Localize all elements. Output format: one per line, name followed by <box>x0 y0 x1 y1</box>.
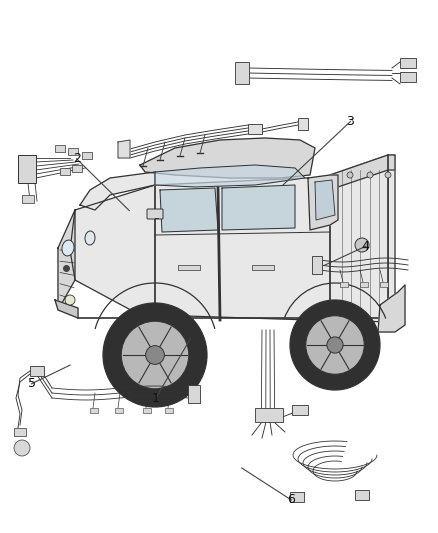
Bar <box>380 282 388 287</box>
Polygon shape <box>58 210 75 310</box>
Bar <box>22 195 34 203</box>
Circle shape <box>327 337 343 353</box>
Bar <box>255 408 283 422</box>
Circle shape <box>306 316 364 374</box>
Polygon shape <box>308 175 338 230</box>
Bar <box>178 265 200 270</box>
Bar <box>18 155 36 183</box>
Bar <box>55 145 65 152</box>
Bar <box>68 148 78 155</box>
Bar <box>312 256 322 274</box>
Bar <box>400 58 416 68</box>
Polygon shape <box>80 172 155 210</box>
Text: 1: 1 <box>152 392 159 405</box>
Polygon shape <box>140 138 315 178</box>
Polygon shape <box>155 165 305 187</box>
Circle shape <box>121 321 189 389</box>
Circle shape <box>290 300 380 390</box>
Bar <box>340 282 348 287</box>
Polygon shape <box>222 185 295 230</box>
Bar <box>360 282 368 287</box>
Bar <box>143 408 151 413</box>
Polygon shape <box>330 155 395 322</box>
Bar <box>115 408 123 413</box>
Bar <box>90 408 98 413</box>
Bar <box>60 168 70 175</box>
Ellipse shape <box>62 240 74 256</box>
Polygon shape <box>55 300 78 318</box>
Circle shape <box>355 238 369 252</box>
Polygon shape <box>118 140 130 158</box>
Polygon shape <box>378 285 405 332</box>
Text: 3: 3 <box>346 115 354 128</box>
Bar <box>188 385 200 403</box>
Circle shape <box>65 295 75 305</box>
Bar <box>248 124 262 134</box>
Bar <box>82 152 92 159</box>
Text: 5: 5 <box>28 377 35 390</box>
FancyBboxPatch shape <box>147 209 163 219</box>
Bar <box>290 492 304 502</box>
Polygon shape <box>330 155 395 188</box>
Bar <box>355 490 369 500</box>
Circle shape <box>146 345 164 365</box>
Bar <box>298 118 308 130</box>
Text: 4: 4 <box>362 240 370 253</box>
Circle shape <box>14 440 30 456</box>
Bar <box>72 165 82 172</box>
Circle shape <box>367 172 373 178</box>
Circle shape <box>103 303 207 407</box>
Bar <box>252 265 274 270</box>
Bar <box>235 62 249 84</box>
Polygon shape <box>155 178 330 320</box>
Circle shape <box>385 172 391 178</box>
Text: 2: 2 <box>73 152 81 165</box>
Text: 6: 6 <box>287 494 295 506</box>
Polygon shape <box>160 188 218 232</box>
Bar <box>30 366 44 376</box>
Bar <box>292 405 308 415</box>
Bar <box>165 408 173 413</box>
Bar <box>400 72 416 82</box>
Polygon shape <box>70 185 155 315</box>
Circle shape <box>347 172 353 178</box>
Ellipse shape <box>85 231 95 245</box>
Polygon shape <box>315 180 335 220</box>
Bar <box>14 428 26 436</box>
